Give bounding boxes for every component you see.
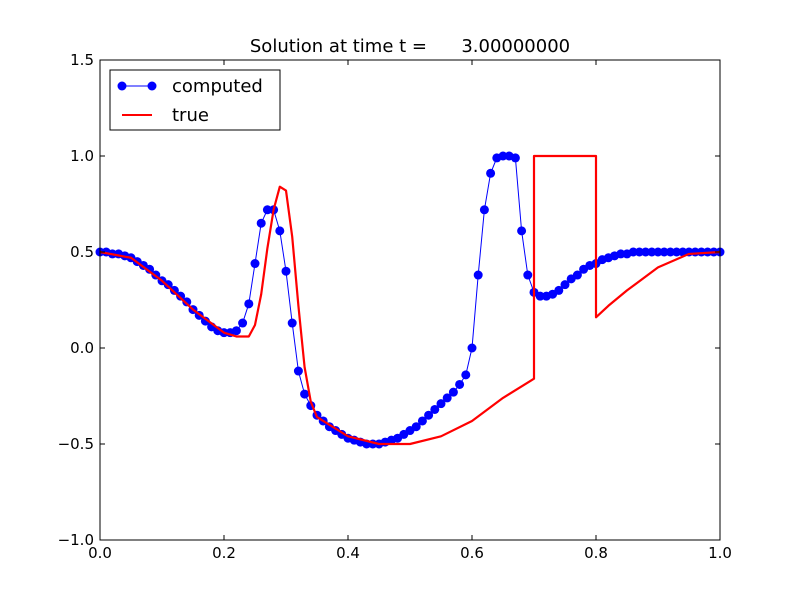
x-tick-label: 0.6 <box>460 544 484 562</box>
series-computed-point <box>473 270 483 280</box>
series-computed-point <box>424 410 434 420</box>
x-tick-label: 0.0 <box>88 544 112 562</box>
series-true-line <box>99 154 721 446</box>
series-computed-point <box>455 379 465 389</box>
series-computed-point <box>448 387 458 397</box>
series-computed-point <box>163 280 173 290</box>
series-computed-point <box>659 247 669 257</box>
series-computed-point <box>523 270 533 280</box>
series-computed-point <box>510 153 520 163</box>
series-computed-point <box>238 318 248 328</box>
series-computed-point <box>554 285 564 295</box>
series-computed-point <box>653 247 663 257</box>
series-computed-point <box>678 247 688 257</box>
series-computed-point <box>293 366 303 376</box>
series-computed-point <box>281 266 291 276</box>
y-tick-label: 0.5 <box>70 243 94 261</box>
series-computed-point <box>287 318 297 328</box>
series-computed-point <box>560 280 570 290</box>
series-computed-point <box>672 247 682 257</box>
series-computed-point <box>616 249 626 259</box>
series-computed-point <box>256 218 266 228</box>
series-computed-point <box>176 291 186 301</box>
series-computed-point <box>572 270 582 280</box>
series-computed-point <box>498 151 508 161</box>
y-tick-label: 1.5 <box>70 51 94 69</box>
series-computed-point <box>442 393 452 403</box>
legend-computed-marker-left <box>117 81 127 91</box>
series-computed-point <box>200 316 210 326</box>
series-layer <box>95 151 725 449</box>
legend-box <box>109 69 281 131</box>
series-computed-point <box>182 297 192 307</box>
y-tick-label: 0.0 <box>70 339 94 357</box>
y-tick-label: 1.0 <box>70 147 94 165</box>
series-computed-point <box>535 291 545 301</box>
series-computed-point <box>169 285 179 295</box>
series-computed-point <box>479 205 489 215</box>
series-computed-point <box>145 264 155 274</box>
series-computed-point <box>430 404 440 414</box>
series-computed-point <box>634 247 644 257</box>
series-computed-point <box>411 422 421 432</box>
x-tick-label: 0.4 <box>336 544 360 562</box>
x-tick-label: 0.8 <box>584 544 608 562</box>
series-computed-point <box>665 247 675 257</box>
legend-computed-label: computed <box>172 76 263 97</box>
legend-computed-marker-right <box>147 81 157 91</box>
ticks-layer: 0.0 0.2 0.4 0.6 0.8 1.0 −1.0 −0.5 0.0 0.5 1.0 1.5 <box>58 51 732 562</box>
series-computed-point <box>628 247 638 257</box>
x-tick-label: 1.0 <box>708 544 732 562</box>
y-tick-label: −1.0 <box>58 531 94 549</box>
series-computed-point <box>300 389 310 399</box>
series-computed-point <box>461 370 471 380</box>
series-computed-point <box>467 343 477 353</box>
series-computed-line <box>100 155 720 445</box>
series-computed-point <box>275 226 285 236</box>
y-tick-label: −0.5 <box>58 435 94 453</box>
series-computed-point <box>517 226 527 236</box>
legend-true-label: true <box>172 105 209 126</box>
chart-title: Solution at time t = 3.00000000 <box>250 36 570 57</box>
series-computed-point <box>641 247 651 257</box>
series-computed-point <box>647 247 657 257</box>
series-computed-point <box>262 205 272 215</box>
series-computed-point <box>250 259 260 269</box>
series-computed-point <box>436 399 446 409</box>
series-computed-point <box>486 168 496 178</box>
plot-frame <box>99 59 721 541</box>
x-tick-label: 0.2 <box>212 544 236 562</box>
series-computed-point <box>417 416 427 426</box>
series-computed-point <box>231 326 241 336</box>
series-computed-point <box>244 299 254 309</box>
legend: computed true <box>109 69 281 131</box>
